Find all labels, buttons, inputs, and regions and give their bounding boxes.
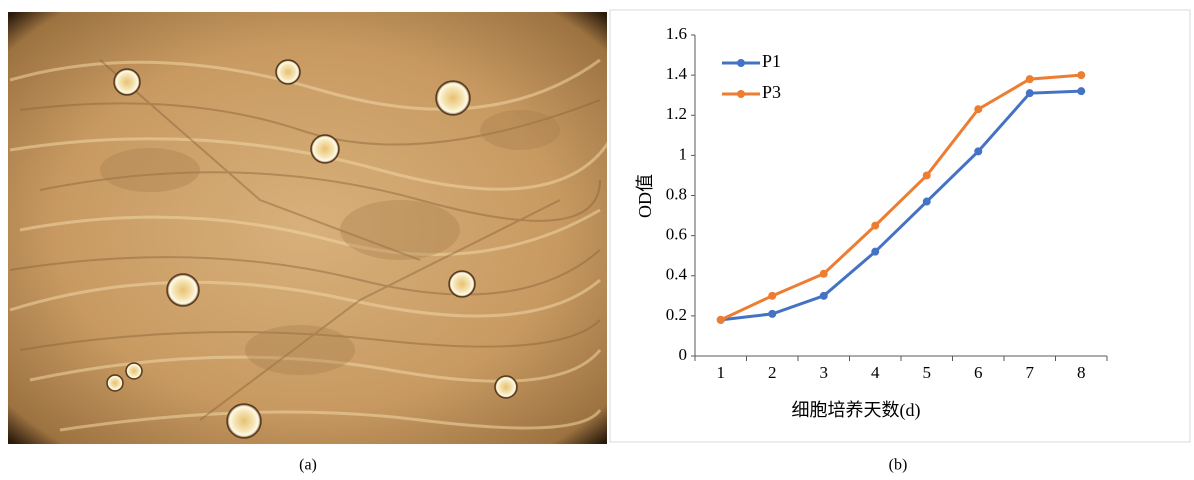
y-tick-label: 1 [679,144,688,163]
y-tick-label: 1.2 [666,104,687,123]
point [871,247,880,256]
y-tick-label: 1.4 [666,64,688,83]
point [871,221,880,230]
point [716,315,725,324]
caption: (b) [889,457,908,474]
x-tick-label: 2 [768,363,777,382]
x-tick-label: 6 [974,363,983,382]
y-tick-label: 0.4 [666,265,688,284]
point [974,147,983,156]
x-tick-label: 4 [871,363,880,382]
y-tick-label: 0.2 [666,305,687,324]
caption: (a) [299,457,317,474]
x-tick-label: 5 [923,363,932,382]
point [974,105,983,114]
point [1077,87,1086,96]
x-tick-label: 1 [717,363,726,382]
y-tick-label: 0.6 [666,225,687,244]
y-tick-label: 0 [679,345,688,364]
series-line [720,73,1082,322]
x-axis-label: 细胞培养天数(d) [792,400,921,421]
x-tick-label: 3 [820,363,829,382]
x-tick-label: 8 [1077,363,1086,382]
legend-marker [737,90,745,98]
series-line [720,89,1082,322]
point [922,197,931,206]
y-tick-label: 1.6 [666,24,687,43]
x-tick-label: 7 [1026,363,1035,382]
point [819,291,828,300]
point [768,291,777,300]
point [1025,75,1034,84]
point [819,269,828,278]
point [768,309,777,318]
y-axis-label: OD值 [635,174,655,218]
legend-label: P3 [762,82,781,102]
legend-marker [737,59,745,67]
micrograph [8,12,607,444]
point [1077,71,1086,80]
point [922,171,931,180]
y-tick-label: 0.8 [666,184,687,203]
point [1025,89,1034,98]
legend-label: P1 [762,51,781,71]
